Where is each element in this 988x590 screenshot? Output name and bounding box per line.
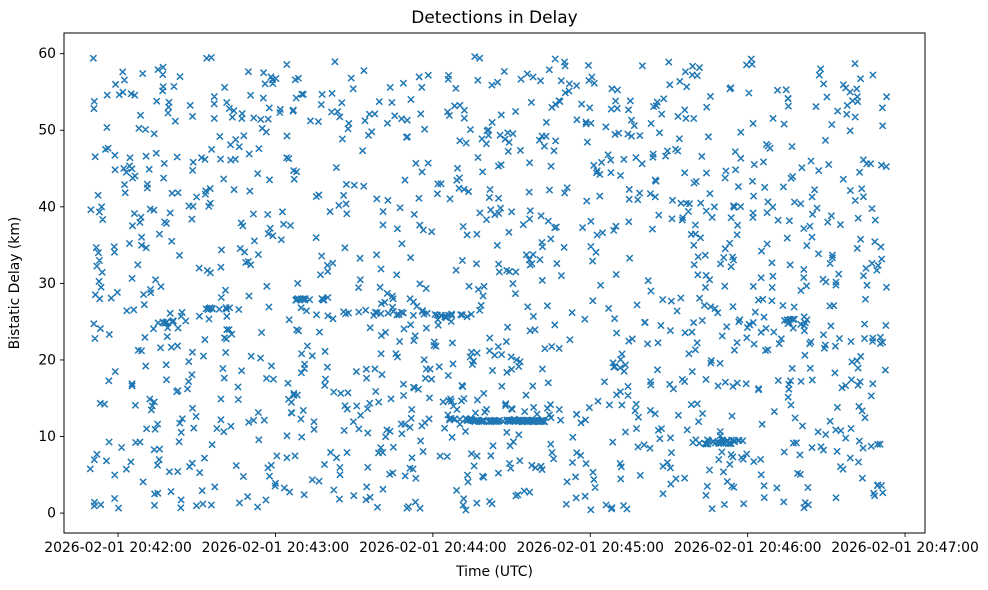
x-tick-label: 2026-02-01 20:43:00 — [202, 540, 350, 556]
y-tick-label: 10 — [38, 429, 56, 445]
y-tick-label: 50 — [38, 123, 56, 139]
chart-title: Detections in Delay — [411, 8, 578, 28]
y-tick-label: 40 — [38, 199, 56, 215]
x-tick-label: 2026-02-01 20:44:00 — [359, 540, 507, 556]
y-tick-label: 30 — [38, 276, 56, 292]
x-tick-label: 2026-02-01 20:42:00 — [44, 540, 192, 556]
scatter-points — [86, 52, 891, 514]
y-tick-label: 60 — [38, 46, 56, 62]
x-axis-ticks: 2026-02-01 20:42:00 2026-02-01 20:43:00 20… — [44, 533, 979, 556]
x-axis-label: Time (UTC) — [456, 564, 533, 580]
x-tick-label: 2026-02-01 20:45:00 — [516, 540, 664, 556]
x-tick-label: 2026-02-01 20:46:00 — [674, 540, 822, 556]
y-axis-ticks: 0 10 20 30 40 50 60 — [38, 46, 64, 522]
y-tick-label: 20 — [38, 352, 56, 368]
x-tick-label: 2026-02-01 20:47:00 — [831, 540, 979, 556]
y-tick-label: 0 — [47, 506, 56, 522]
